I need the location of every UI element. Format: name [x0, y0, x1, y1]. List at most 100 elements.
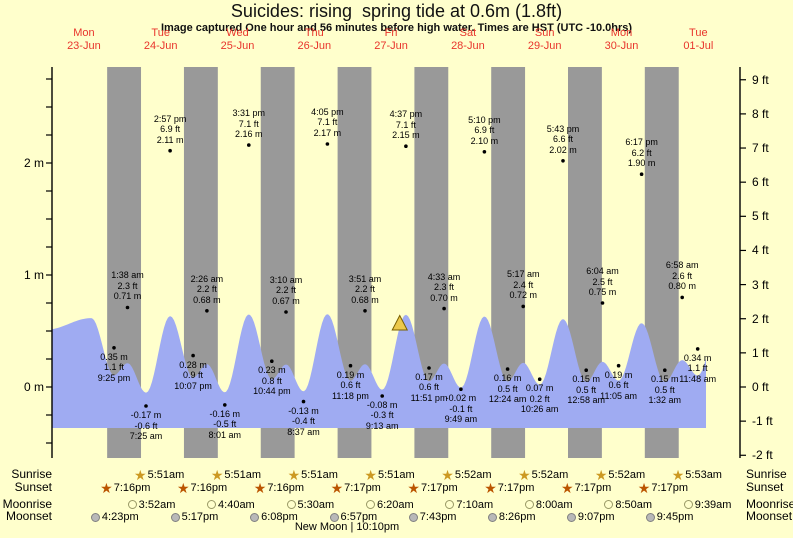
tide-event-dot: [144, 404, 148, 408]
moonset-entry: 9:45pm: [645, 509, 694, 525]
tide-label-line: 2.2 ft: [196, 284, 217, 295]
tide-label-line: 0.9 ft: [183, 370, 204, 381]
moonset-time: 8:26pm: [498, 511, 536, 523]
tide-event-dot: [639, 172, 644, 176]
tide-event-label: 0.28 m 0.9 ft 10:07 pm: [165, 360, 221, 392]
day-name: Wed: [226, 27, 249, 39]
tide-event-label: 0.34 m 1.1 ft 11:48 am: [670, 353, 726, 385]
tide-event-label: -0.16 m -0.5 ft 8:01 am: [197, 409, 253, 441]
sunset-star: ★: [176, 480, 190, 496]
sunrise-time: 5:51am: [301, 469, 338, 481]
day-date: 01-Jul: [683, 40, 714, 52]
y-axis-right-label: 7 ft: [752, 141, 769, 156]
tide-label-line: 0.17 m: [415, 371, 443, 382]
sunrise-star: ★: [287, 467, 301, 483]
tide-event-dot: [600, 301, 605, 305]
tide-event-dot: [223, 403, 227, 407]
tide-label-line: 4:33 am: [427, 271, 461, 282]
y-axis-right-label: 3 ft: [752, 277, 769, 292]
y-axis-right-label: 6 ft: [752, 175, 769, 190]
moonrise-circle: [524, 500, 534, 509]
tide-label-line: 11:05 am: [600, 390, 637, 401]
tide-label-line: 2.3 ft: [434, 282, 455, 293]
tide-label-line: 6.9 ft: [474, 125, 495, 136]
tide-label-line: 2.02 m: [549, 144, 577, 155]
sunrise-star: ★: [364, 467, 377, 483]
sunset-star: ★: [561, 480, 574, 496]
tide-label-line: 0.19 m: [604, 369, 633, 380]
tide-event-label: 6:04 am 2.5 ft 0.75 m: [575, 266, 631, 298]
tide-label-line: 2.2 ft: [276, 285, 297, 296]
tide-label-line: 4:05 pm: [311, 106, 344, 117]
day-date: 23-Jun: [67, 40, 101, 52]
tide-event-dot: [616, 363, 621, 368]
tide-event-dot: [584, 368, 588, 373]
tide-label-line: 3:51 am: [348, 273, 382, 284]
moonrise-entry: 7:10am: [445, 497, 493, 513]
sunset-star: ★: [330, 480, 344, 496]
tide-event-dot: [363, 309, 367, 313]
moonset-entry: 6:57pm: [329, 509, 378, 525]
tide-event-dot: [482, 150, 487, 154]
tide-label-line: 5:17 am: [506, 269, 540, 280]
tide-event-label: 1:38 am 2.3 ft 0.71 m: [100, 270, 156, 302]
moonrise-circle: [445, 500, 455, 509]
sunrise-row-label-left: Sunrise: [11, 467, 52, 481]
sunset-entry: ★ 7:17pm: [407, 480, 457, 496]
sunrise-entry: ★ 5:53am: [672, 467, 722, 483]
tide-event-dot: [301, 399, 306, 404]
moonset-circle: [566, 512, 576, 522]
moonset-circle: [170, 512, 180, 522]
moonset-entry: 6:08pm: [250, 509, 298, 525]
tide-label-line: 1.90 m: [627, 158, 656, 169]
tide-label-line: 2.17 m: [313, 127, 342, 138]
moonrise-time: 7:10am: [456, 498, 494, 511]
sunset-star: ★: [100, 480, 113, 496]
tide-label-line: 7.1 ft: [317, 117, 338, 128]
tide-label-line: 2.5 ft: [592, 276, 613, 287]
sunrise-entry: ★ 5:51am: [364, 467, 414, 483]
tide-event-dot: [348, 363, 353, 368]
sunrise-time: 5:51am: [224, 469, 262, 481]
moonset-entry: 9:07pm: [566, 509, 615, 525]
tide-label-line: 0.71 m: [113, 291, 142, 302]
y-axis-right-label: 8 ft: [752, 106, 769, 121]
tide-label-line: 0.15 m: [651, 374, 679, 385]
sunset-entry: ★ 7:16pm: [177, 480, 227, 496]
tide-event-label: 0.07 m 0.2 ft 10:26 am: [512, 383, 568, 415]
moonset-entry: 7:43pm: [408, 509, 456, 525]
tide-event-label: 3:51 am 2.2 ft 0.68 m: [337, 274, 393, 306]
sunset-star: ★: [637, 480, 651, 496]
sunrise-time: 5:51am: [147, 469, 185, 481]
tide-label-line: 0.2 ft: [529, 393, 550, 404]
tide-label-line: 0.19 m: [336, 369, 365, 380]
y-axis-right-label: 2 ft: [752, 311, 769, 326]
tide-label-line: 1.1 ft: [104, 362, 125, 373]
tide-label-line: 0.07 m: [525, 383, 554, 394]
sunset-entry: ★ 7:16pm: [100, 480, 150, 496]
sunrise-star: ★: [134, 467, 147, 483]
sunset-time: 7:17pm: [420, 482, 458, 494]
tide-event-dot: [680, 295, 684, 300]
tide-label-line: 6.6 ft: [552, 134, 573, 145]
page-subtitle: Image captured One hour and 56 minutes b…: [160, 22, 633, 34]
moonset-time: 9:45pm: [656, 511, 694, 523]
tide-label-line: 1.1 ft: [687, 363, 708, 374]
moonset-time: 6:57pm: [340, 511, 378, 523]
tide-event-label: 0.15 m 0.5 ft 1:32 am: [637, 374, 693, 406]
sunset-entry: ★ 7:17pm: [638, 480, 688, 496]
moonset-row-label-left: Moonset: [5, 509, 52, 523]
moonrise-time: 4:40am: [218, 498, 255, 511]
tide-label-line: 6.2 ft: [631, 147, 652, 158]
tide-label-line: -0.3 ft: [370, 410, 394, 421]
moonset-entry: 5:17pm: [170, 509, 218, 525]
tide-label-line: 6:04 am: [586, 266, 619, 276]
moonrise-entry: 3:52am: [127, 497, 175, 513]
tide-event-label: 5:17 am 2.4 ft 0.72 m: [495, 269, 551, 301]
tide-label-line: 0.67 m: [272, 295, 300, 306]
tide-label-line: 12:24 am: [488, 394, 527, 405]
sunset-star: ★: [407, 480, 420, 496]
day-name: Thu: [304, 27, 324, 39]
tide-event-label: 4:33 am 2.3 ft 0.70 m: [416, 272, 472, 304]
tide-event-dot: [380, 394, 385, 398]
